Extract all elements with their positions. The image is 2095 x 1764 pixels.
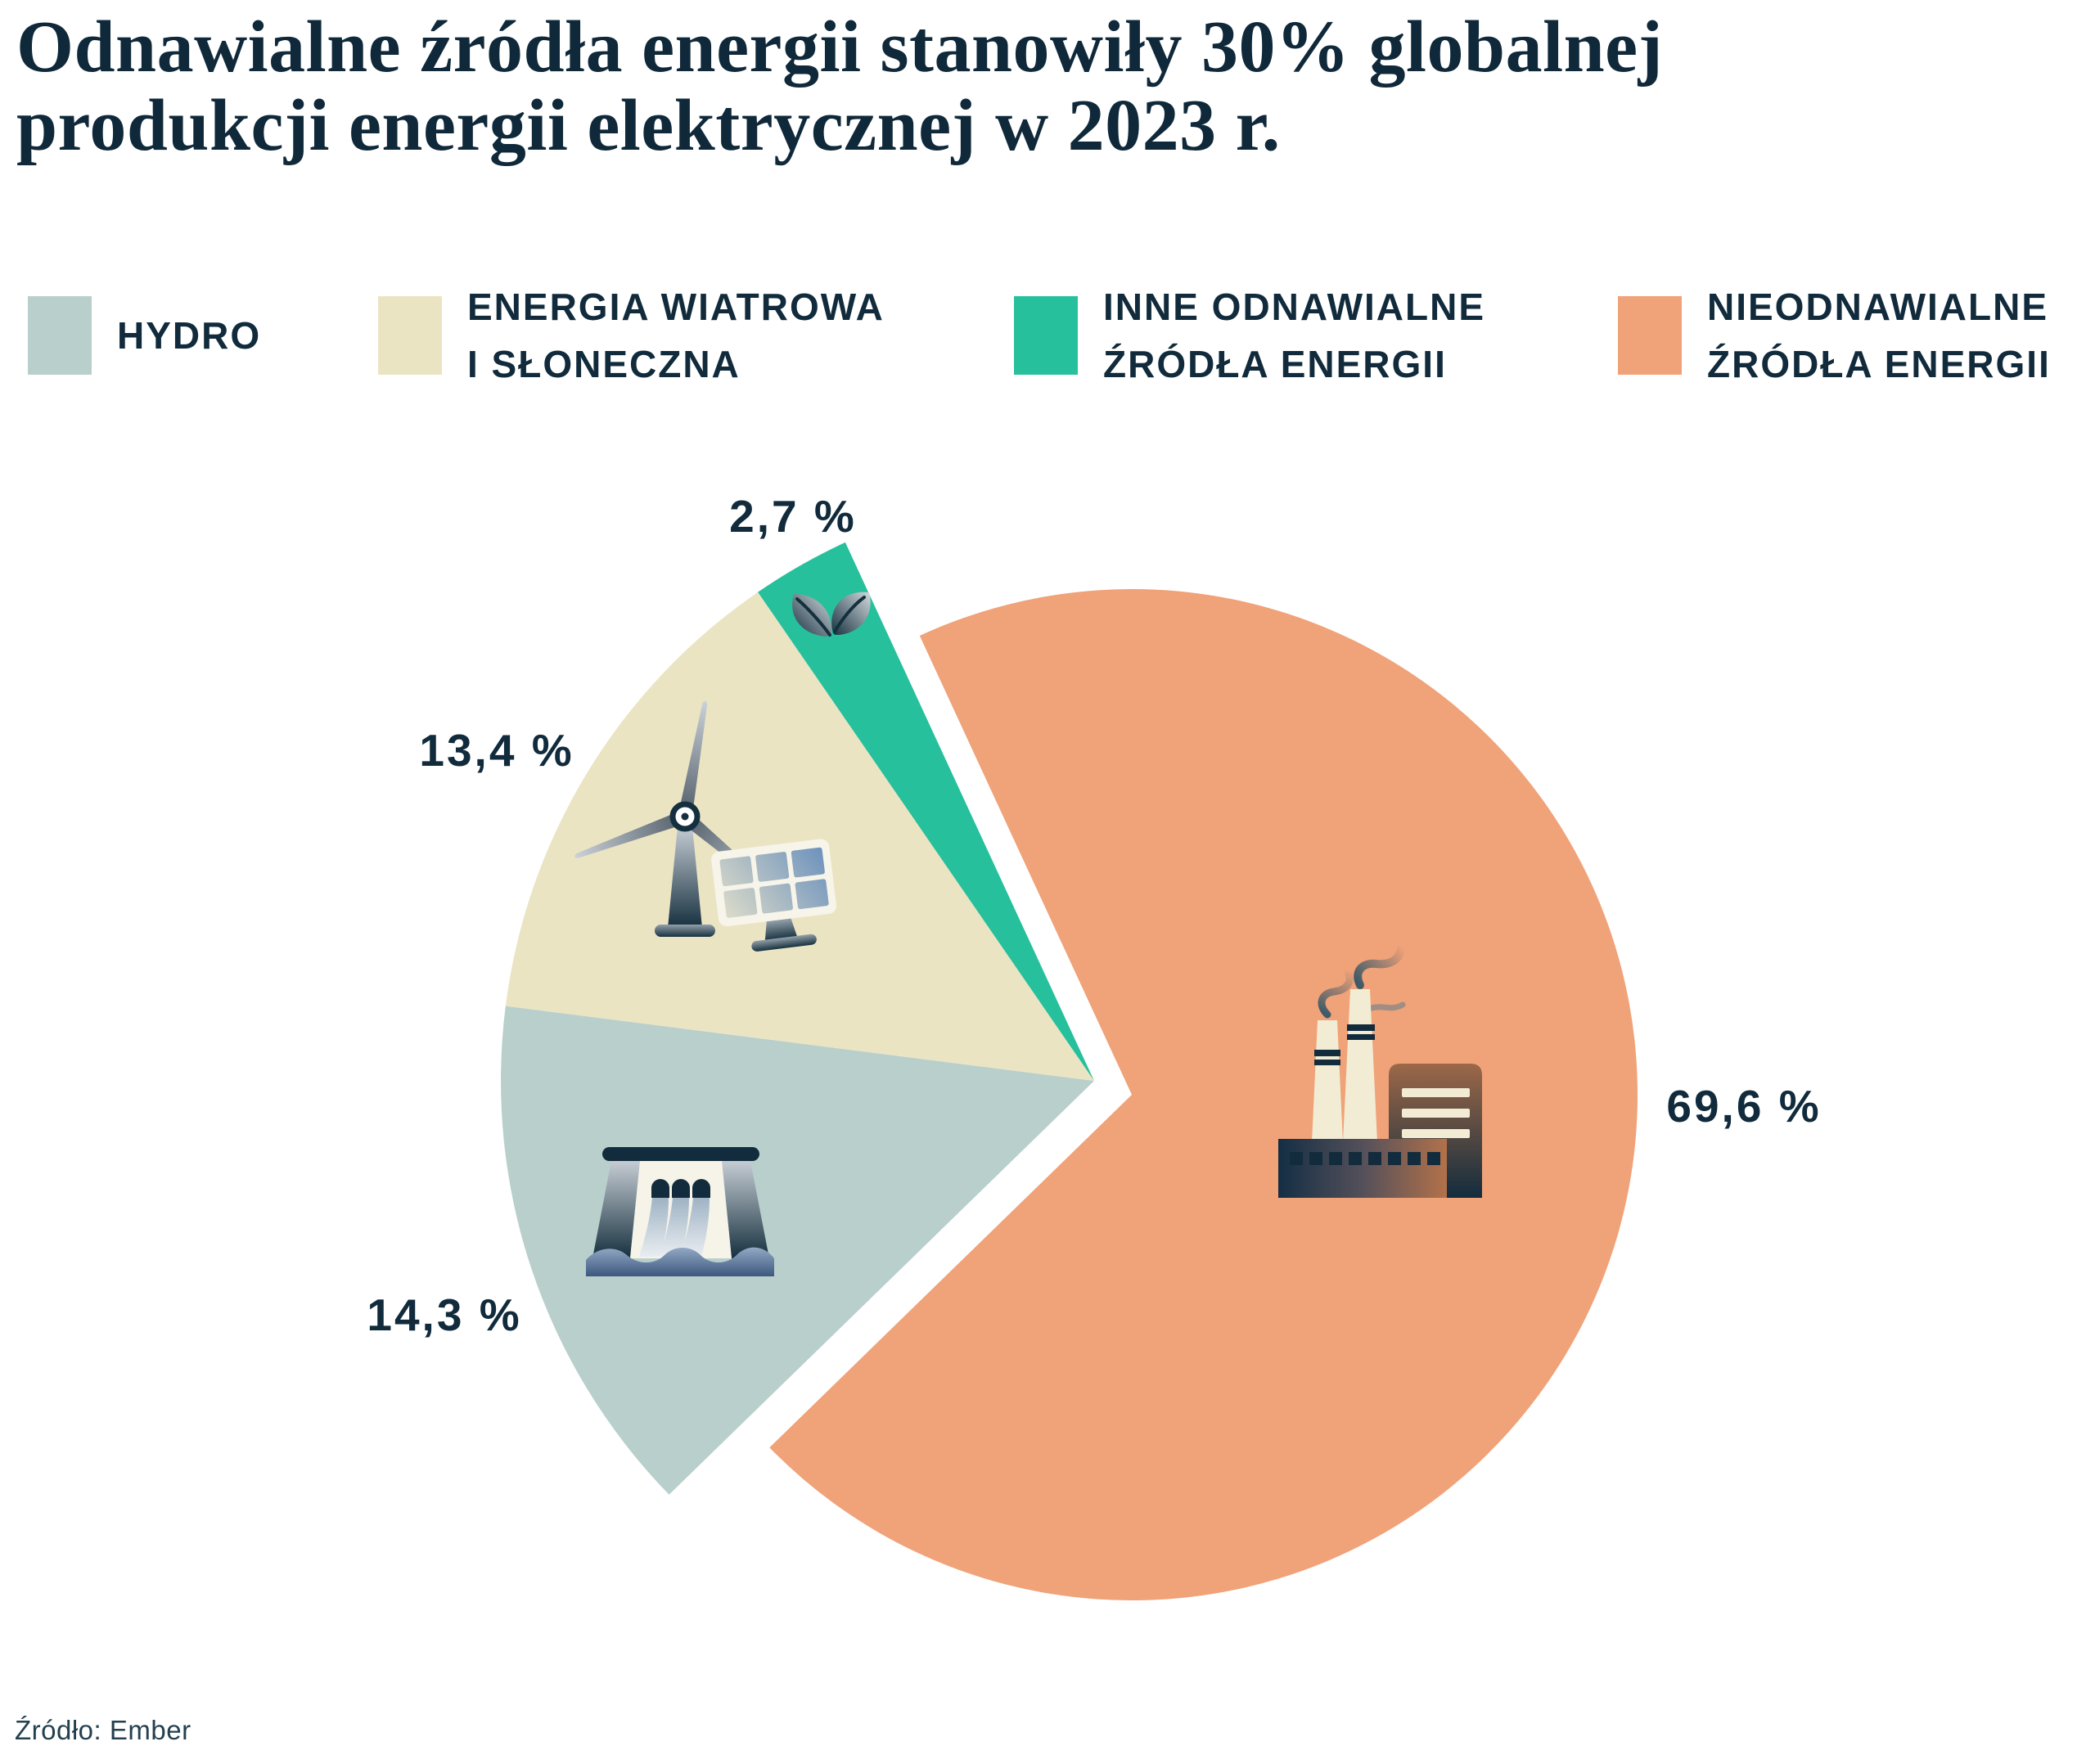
- pie-label-wind-solar: 13,4 %: [419, 725, 574, 776]
- pie-label-non-renewable: 69,6 %: [1666, 1081, 1821, 1132]
- hydro-dam-icon: [586, 1147, 774, 1276]
- solar-panel-icon: [711, 839, 836, 952]
- source-note: Źródło: Ember: [15, 1715, 191, 1745]
- legend-item-other-renewables: INNE ODNAWIALNE ŹRÓDŁA ENERGII: [1014, 286, 1485, 385]
- pie-labels-layer: 69,6 % 14,3 % 13,4 % 2,7 %: [367, 491, 1821, 1340]
- legend-item-non-renewable: NIEODNAWIALNE ŹRÓDŁA ENERGII: [1618, 286, 2051, 385]
- legend-label-non-renewable: NIEODNAWIALNE ŹRÓDŁA ENERGII: [1707, 286, 2051, 385]
- pie-label-hydro: 14,3 %: [367, 1289, 521, 1340]
- legend-item-hydro: HYDRO: [28, 296, 261, 375]
- factory-icon: [1278, 945, 1482, 1198]
- legend-item-wind-solar: ENERGIA WIATROWA I SŁONECZNA: [378, 286, 885, 385]
- pie-slice-wind-solar: [505, 592, 1094, 1081]
- pie-slice-other-renewables: [758, 542, 1094, 1081]
- legend-swatch-other-renewables: [1014, 296, 1078, 375]
- page-title: Odnawialne źródła energii stanowiły 30% …: [16, 7, 1664, 167]
- legend-swatch-wind-solar: [378, 296, 442, 375]
- legend-label-hydro: HYDRO: [117, 314, 262, 357]
- pie-slices-layer: [501, 542, 1638, 1601]
- pie-slice-non-renewable: [769, 589, 1638, 1601]
- legend-label-other-renewables: INNE ODNAWIALNE ŹRÓDŁA ENERGII: [1103, 286, 1485, 385]
- legend-swatch-non-renewable: [1618, 296, 1682, 375]
- leaf-icon: [792, 592, 871, 637]
- pie-slice-hydro: [501, 1006, 1094, 1495]
- legend-swatch-hydro: [28, 296, 92, 375]
- legend-label-wind-solar: ENERGIA WIATROWA I SŁONECZNA: [467, 286, 885, 385]
- pie-label-other-renewables: 2,7 %: [729, 491, 857, 542]
